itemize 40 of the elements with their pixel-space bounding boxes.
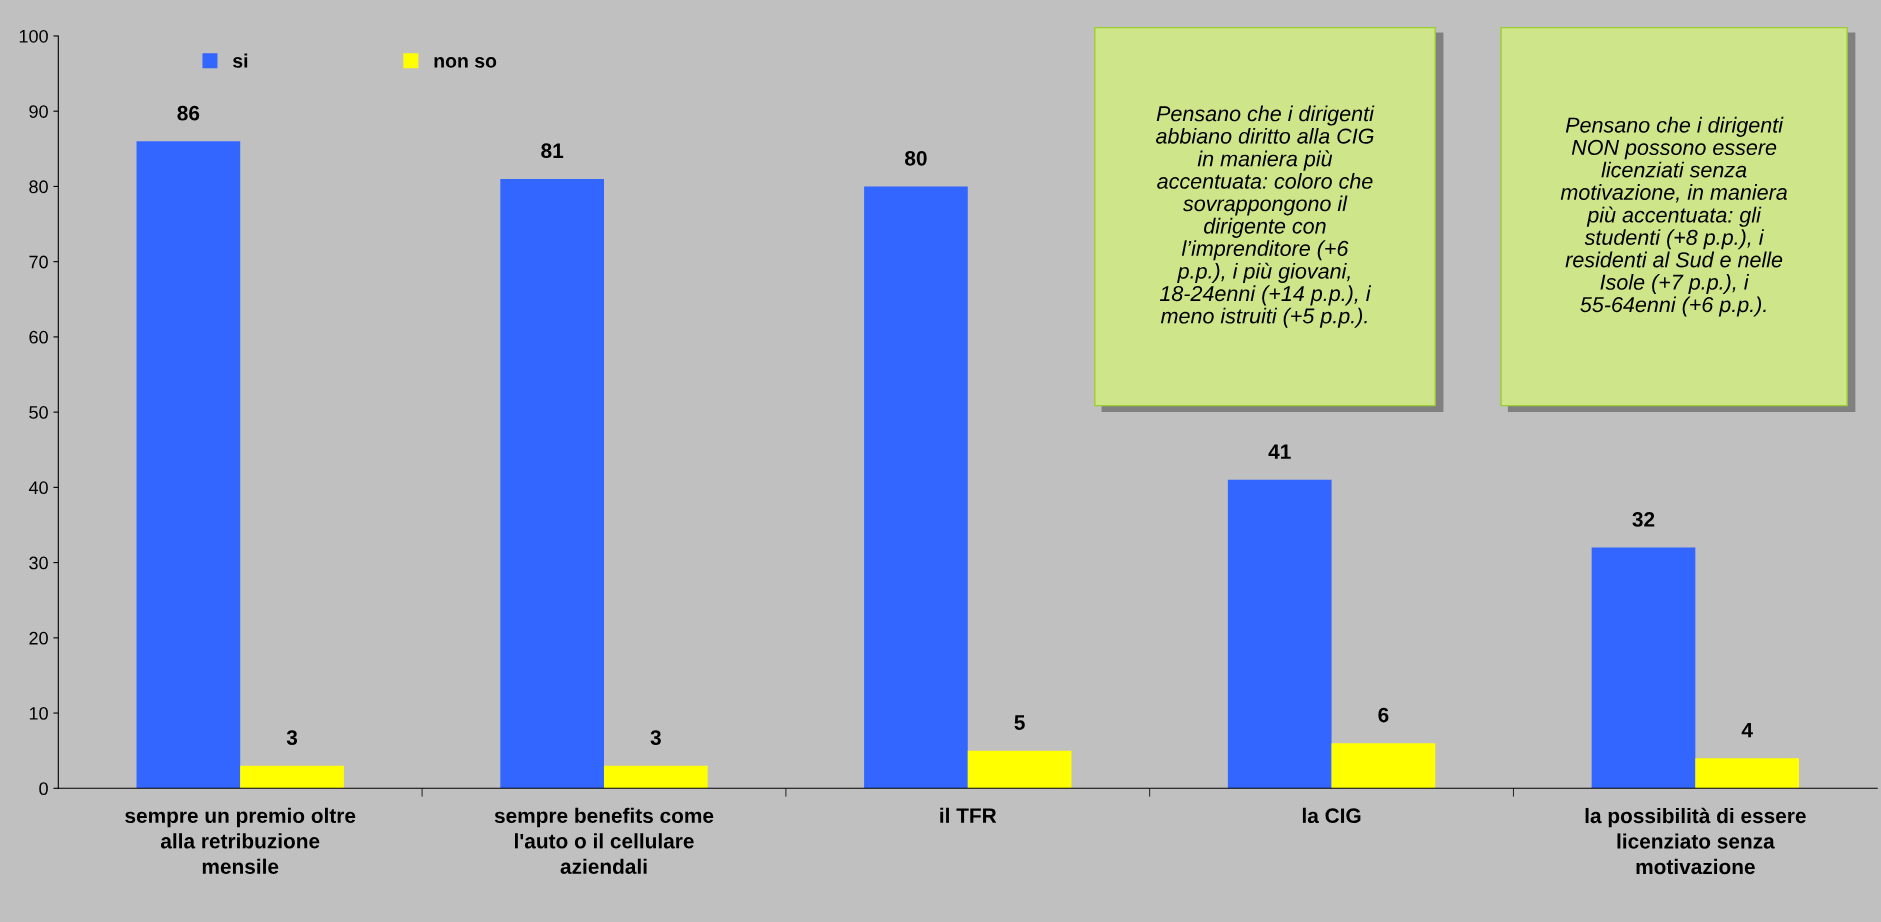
y-tick-label: 50 [29, 406, 48, 419]
y-tick-label: 10 [29, 707, 48, 720]
bar [500, 178, 604, 789]
bar [240, 765, 344, 789]
y-tick-label: 60 [29, 330, 48, 344]
data-label: 41 [1268, 444, 1291, 459]
legend-label: si [232, 53, 248, 68]
x-tick-label: il TFR [940, 807, 997, 823]
data-label: 32 [1632, 512, 1655, 527]
y-tick-label: 90 [29, 105, 48, 118]
x-tick-label: sempre benefits come l'auto o il cellulare aziendali [494, 807, 714, 874]
data-label: 4 [1741, 722, 1753, 738]
data-label: 5 [1014, 715, 1025, 730]
x-tick-label: sempre un premio oltre alla retribuzione mensile [125, 807, 356, 874]
bar [603, 765, 708, 789]
data-label: 6 [1378, 707, 1389, 723]
bar [864, 186, 968, 789]
data-label: 3 [286, 730, 298, 745]
y-tick-label: 0 [39, 782, 48, 796]
bar [1227, 479, 1332, 789]
data-label: 81 [541, 143, 564, 159]
bar [1591, 547, 1696, 789]
bar [967, 750, 1072, 789]
y-tick-label: 30 [29, 556, 48, 570]
bar [136, 141, 241, 789]
text: Pensano che i dirigenti NON possono essere licenziati senza motivazione, in maniera più accentuata: gli studenti (+8 p.p.), i residenti al Sud e nelle Isole (+7 p.p.), i 55-64enni (+6 p.p.). [1560, 116, 1788, 317]
x-tick-label: la CIG [1302, 807, 1361, 824]
data-label: 3 [650, 730, 661, 745]
y-tick-label: 100 [19, 29, 48, 43]
y-tick-label: 20 [29, 631, 48, 645]
text: Pensano che i dirigenti abbiano diritto alla CIG in maniera più accentuata: coloro che sovrappongono il dirigente con l’imprenditore (+6 p.p.), i più giovani, 18-24enni (+14 p.p.), i meno istruiti (+5 p.p.). [1155, 105, 1375, 328]
y-tick-label: 80 [29, 180, 48, 194]
data-label: 86 [177, 105, 200, 121]
y-tick-label: 70 [29, 255, 48, 269]
bar [1695, 758, 1800, 789]
x-tick-label: la possibilità di essere licenziato senza motivazione [1585, 807, 1806, 875]
bar [1331, 743, 1436, 789]
y-tick-label: 40 [28, 481, 48, 495]
data-label: 80 [905, 150, 927, 166]
legend-label: non so [434, 57, 497, 68]
